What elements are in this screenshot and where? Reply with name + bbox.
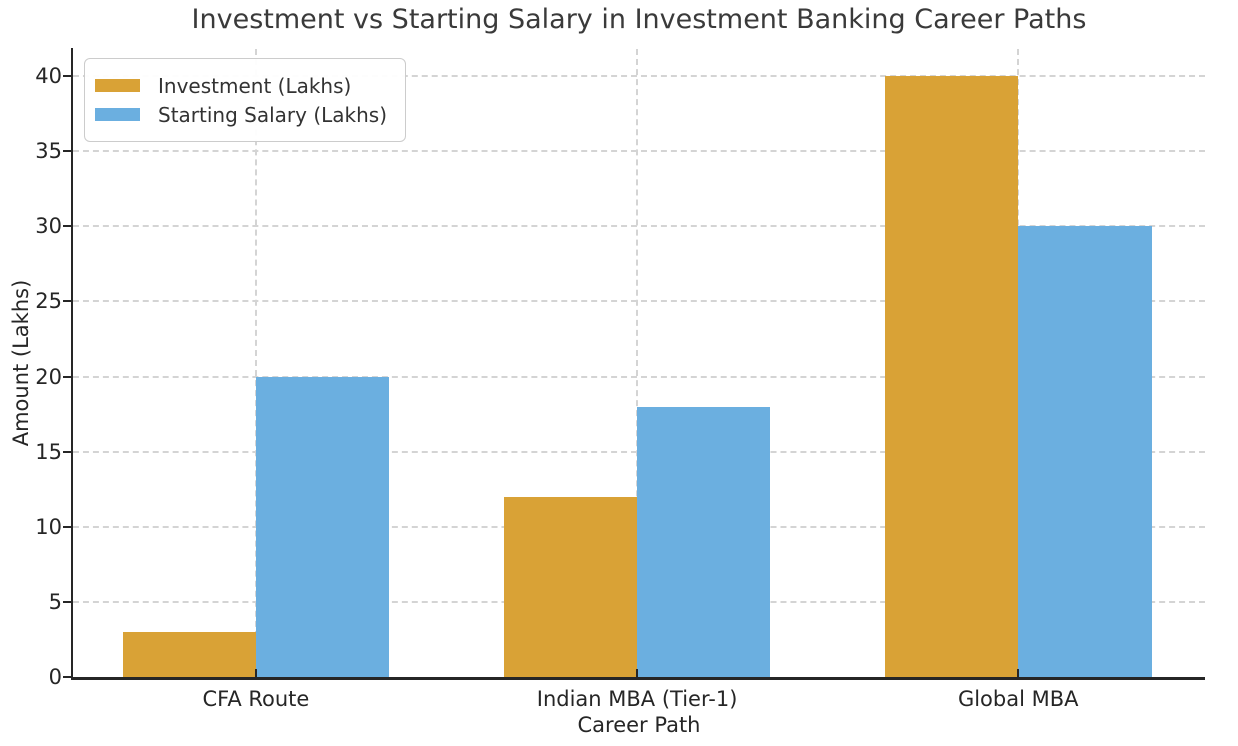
y-tick-label-10: 10	[35, 514, 62, 539]
legend-label-starting-salary: Starting Salary (Lakhs)	[158, 102, 388, 127]
x-tick-label-0: CFA Route	[202, 687, 310, 711]
gridline-y-40	[73, 75, 1205, 78]
gridline-y-20	[73, 375, 1205, 378]
x-tick-label-1: Indian MBA (Tier-1)	[536, 687, 738, 711]
y-tick-label-0: 0	[48, 665, 62, 689]
y-tick-label-30: 30	[35, 214, 62, 239]
gridline-y-30	[73, 225, 1205, 228]
bar-investment-lakhs-0	[122, 631, 256, 677]
gridline-y-35	[73, 150, 1205, 153]
y-tick-25	[63, 300, 73, 303]
bar-starting-salary-lakhs-1	[637, 406, 771, 677]
bars-layer	[73, 49, 1205, 677]
legend: Investment (Lakhs) Starting Salary (Lakh…	[84, 58, 407, 142]
y-tick-30	[63, 225, 73, 228]
y-tick-label-5: 5	[48, 589, 62, 614]
x-tick-0	[254, 669, 257, 677]
y-tick-5	[63, 600, 73, 603]
y-tick-0	[63, 676, 73, 678]
y-tick-40	[63, 75, 73, 78]
x-tick-label-2: Global MBA	[957, 687, 1079, 711]
bar-investment-lakhs-1	[503, 496, 638, 677]
y-tick-label-35: 35	[35, 139, 62, 164]
bar-starting-salary-lakhs-2	[1018, 226, 1152, 677]
x-axis-label: Career Path	[577, 713, 701, 737]
legend-item-starting-salary: Starting Salary (Lakhs)	[95, 102, 387, 127]
bar-investment-lakhs-2	[884, 76, 1019, 677]
legend-swatch-starting-salary	[95, 108, 140, 121]
plot-area: Investment (Lakhs) Starting Salary (Lakh…	[63, 48, 1205, 680]
bar-starting-salary-lakhs-0	[255, 376, 390, 677]
gridline-y-25	[73, 300, 1205, 303]
y-tick-label-15: 15	[35, 439, 62, 464]
y-tick-label-25: 25	[35, 289, 62, 314]
x-tick-2	[1017, 669, 1020, 677]
legend-swatch-investment	[95, 79, 140, 92]
legend-label-investment: Investment (Lakhs)	[158, 73, 352, 98]
y-tick-20	[63, 375, 73, 378]
left-spine	[70, 48, 73, 680]
x-tick-1	[636, 669, 639, 677]
ticks-layer	[63, 49, 1205, 678]
y-tick-15	[63, 450, 73, 453]
y-tick-10	[63, 525, 73, 528]
gridline-x-1	[636, 49, 639, 677]
chart-title: Investment vs Starting Salary in Investm…	[191, 4, 1087, 35]
gridline-x-0	[254, 49, 257, 677]
y-tick-label-40: 40	[35, 64, 62, 89]
bottom-spine	[70, 677, 1205, 680]
legend-item-investment: Investment (Lakhs)	[95, 73, 387, 98]
y-tick-label-20: 20	[35, 364, 62, 389]
y-tick-35	[63, 150, 73, 153]
